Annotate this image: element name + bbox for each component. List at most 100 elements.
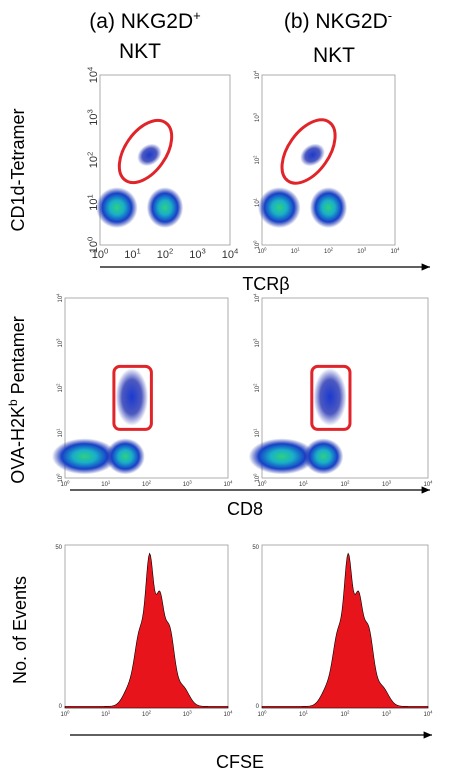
tick-label: 100	[92, 247, 109, 261]
tick-label: 104	[390, 247, 400, 255]
tick-label: 103	[86, 109, 100, 126]
tick-label: 100	[56, 473, 64, 483]
tick-exponent: 2	[347, 710, 350, 715]
cell-population	[309, 187, 348, 229]
tick-base: 10	[124, 249, 136, 261]
tick-label: 104	[223, 710, 233, 718]
tick-exponent: 4	[253, 293, 258, 296]
tick-base: 10	[60, 482, 67, 488]
tick-group: 101	[253, 197, 261, 207]
tick-label: 104	[223, 480, 233, 488]
heading-sup: -	[388, 8, 392, 23]
column-heading: (a) NKG2D+	[89, 8, 200, 33]
tick-label: 104	[56, 293, 64, 303]
tick-exponent: 0	[253, 240, 258, 243]
tick-exponent: 3	[389, 710, 392, 715]
tick-label: 104	[86, 66, 100, 83]
tick-base: 10	[340, 712, 347, 718]
tick-label: 100	[253, 473, 261, 483]
tick-base: 10	[88, 241, 100, 253]
tick-exponent: 2	[56, 383, 61, 386]
tick-base: 10	[92, 249, 104, 261]
tick-label: 100	[253, 240, 261, 250]
tick-exponent: 1	[306, 480, 309, 485]
column-heading-line2: NKT	[313, 44, 355, 67]
tick-base: 10	[142, 712, 149, 718]
cell-population	[137, 143, 162, 167]
tick-base: 10	[255, 200, 261, 207]
tick-label: 102	[56, 383, 64, 393]
tick-exponent: 4	[86, 66, 95, 71]
tick-base: 10	[157, 249, 169, 261]
tick-base: 10	[222, 249, 234, 261]
tick-base: 10	[423, 482, 430, 488]
label-text: Pentamer	[8, 316, 28, 399]
tick-label: 102	[340, 480, 350, 488]
tick-label: 103	[382, 710, 392, 718]
tick-exponent: 3	[389, 480, 392, 485]
tick-exponent: 2	[347, 480, 350, 485]
tick-base: 10	[357, 249, 364, 255]
tick-group: 104	[56, 293, 64, 303]
tick-label: 102	[253, 155, 261, 165]
tick-label: 0	[256, 704, 260, 710]
tick-label: 103	[382, 480, 392, 488]
tick-exponent: 4	[397, 247, 400, 252]
gate	[280, 118, 337, 185]
tick-base: 10	[88, 156, 100, 168]
tick-label: 100	[60, 710, 70, 718]
tick-base: 10	[101, 482, 108, 488]
tick-exponent: 4	[253, 70, 258, 73]
tick-base: 10	[255, 430, 261, 437]
tick-exponent: 1	[86, 194, 95, 198]
gate	[117, 118, 174, 185]
x-axis-label: TCRβ	[242, 274, 289, 294]
tick-base: 10	[257, 249, 264, 255]
tick-base: 10	[390, 249, 397, 255]
tick-group: 100	[253, 473, 261, 483]
tick-base: 10	[255, 242, 261, 249]
cell-population	[51, 438, 118, 475]
tick-base: 10	[88, 71, 100, 83]
cell-population	[258, 187, 301, 229]
tick-exponent: 0	[86, 237, 95, 241]
y-axis-label: CD1d-Tetramer	[8, 108, 28, 231]
tick-label: 103	[253, 338, 261, 348]
tick-group: 101	[56, 428, 64, 438]
tick-exponent: 4	[234, 247, 239, 256]
tick-exponent: 2	[253, 155, 258, 158]
cell-population	[96, 187, 138, 229]
tick-exponent: 1	[108, 480, 111, 485]
plot-frame	[99, 74, 231, 246]
tick-group: 103	[86, 109, 100, 126]
tick-base: 10	[183, 712, 190, 718]
plot-frame	[64, 297, 229, 479]
cell-population	[105, 438, 145, 475]
tick-exponent: 0	[67, 480, 70, 485]
tick-label: 101	[124, 247, 141, 261]
cell-population	[303, 438, 344, 475]
tick-exponent: 4	[430, 480, 433, 485]
tick-base: 10	[255, 115, 261, 122]
tick-label: 104	[253, 70, 261, 80]
tick-base: 10	[299, 482, 306, 488]
tick-base: 10	[382, 712, 389, 718]
heading-sup: +	[193, 8, 201, 23]
tick-label: 101	[253, 197, 261, 207]
tick-base: 10	[255, 475, 261, 482]
x-axis-label: CFSE	[216, 752, 264, 772]
tick-exponent: 2	[86, 152, 95, 156]
tick-label: 104	[222, 247, 239, 261]
tick-base: 10	[58, 430, 64, 437]
tick-label: 50	[252, 545, 259, 551]
tick-exponent: 1	[56, 428, 61, 431]
tick-exponent: 3	[86, 109, 95, 113]
histogram	[64, 552, 229, 709]
tick-exponent: 3	[56, 338, 61, 341]
tick-exponent: 1	[108, 710, 111, 715]
tick-base: 10	[60, 712, 67, 718]
tick-label: 101	[101, 710, 111, 718]
tick-exponent: 1	[306, 710, 309, 715]
tick-label: 103	[357, 247, 367, 255]
tick-exponent: 3	[253, 338, 258, 341]
